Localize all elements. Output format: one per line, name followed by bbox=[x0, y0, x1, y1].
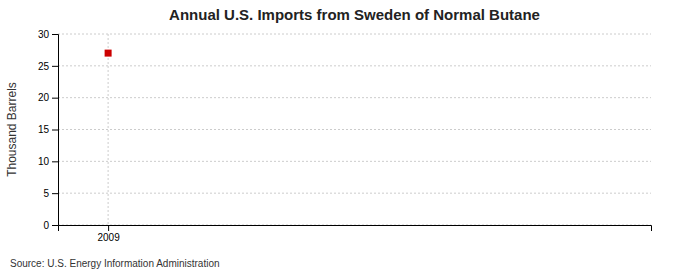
tick-label: 30 bbox=[38, 29, 50, 40]
tick-label: 25 bbox=[38, 61, 50, 72]
grid-line bbox=[58, 193, 651, 194]
grid-line bbox=[58, 161, 651, 162]
tick: 15 bbox=[38, 124, 58, 135]
marks bbox=[105, 50, 112, 57]
tick-mark bbox=[52, 193, 58, 194]
tick: 25 bbox=[38, 61, 58, 72]
grid-line bbox=[58, 34, 651, 35]
y-axis-title: Thousand Barrels bbox=[5, 82, 19, 177]
tick-mark bbox=[52, 98, 58, 99]
tick-mark bbox=[52, 161, 58, 162]
source: Source: U.S. Energy Information Administ… bbox=[10, 258, 220, 269]
axis-line bbox=[59, 226, 652, 232]
tick-label: 5 bbox=[43, 188, 49, 199]
tick: 10 bbox=[38, 156, 58, 167]
axis-line bbox=[52, 35, 59, 226]
chart: 2009 0 5 10 15 20 25 30 Annual U.S. Imports from… bbox=[0, 0, 675, 275]
tick: 30 bbox=[38, 29, 58, 40]
grid-line bbox=[108, 34, 109, 225]
tick-label: 0 bbox=[43, 220, 49, 231]
tick-mark bbox=[52, 225, 58, 226]
plot-area: 2009 0 5 10 15 20 25 30 bbox=[38, 29, 652, 243]
tick-mark bbox=[52, 130, 58, 131]
grid-line bbox=[58, 129, 651, 130]
title: Annual U.S. Imports from Sweden of Norma… bbox=[169, 6, 540, 23]
tick-mark bbox=[52, 34, 58, 35]
tick: 5 bbox=[43, 188, 58, 199]
tick: 0 bbox=[43, 220, 58, 231]
grid bbox=[58, 34, 651, 225]
tick-mark bbox=[108, 225, 109, 231]
y-axis: 0 5 10 15 20 25 30 bbox=[38, 29, 59, 231]
point bbox=[105, 50, 112, 57]
tick-label: 10 bbox=[38, 156, 50, 167]
x-axis: 2009 bbox=[59, 225, 652, 243]
grid-line bbox=[58, 65, 651, 66]
grid-line bbox=[58, 97, 651, 98]
tick-label: 2009 bbox=[97, 232, 120, 243]
tick: 20 bbox=[38, 92, 58, 103]
tick-label: 15 bbox=[38, 124, 50, 135]
tick-label: 20 bbox=[38, 92, 50, 103]
tick: 2009 bbox=[97, 225, 120, 243]
tick-mark bbox=[52, 66, 58, 67]
